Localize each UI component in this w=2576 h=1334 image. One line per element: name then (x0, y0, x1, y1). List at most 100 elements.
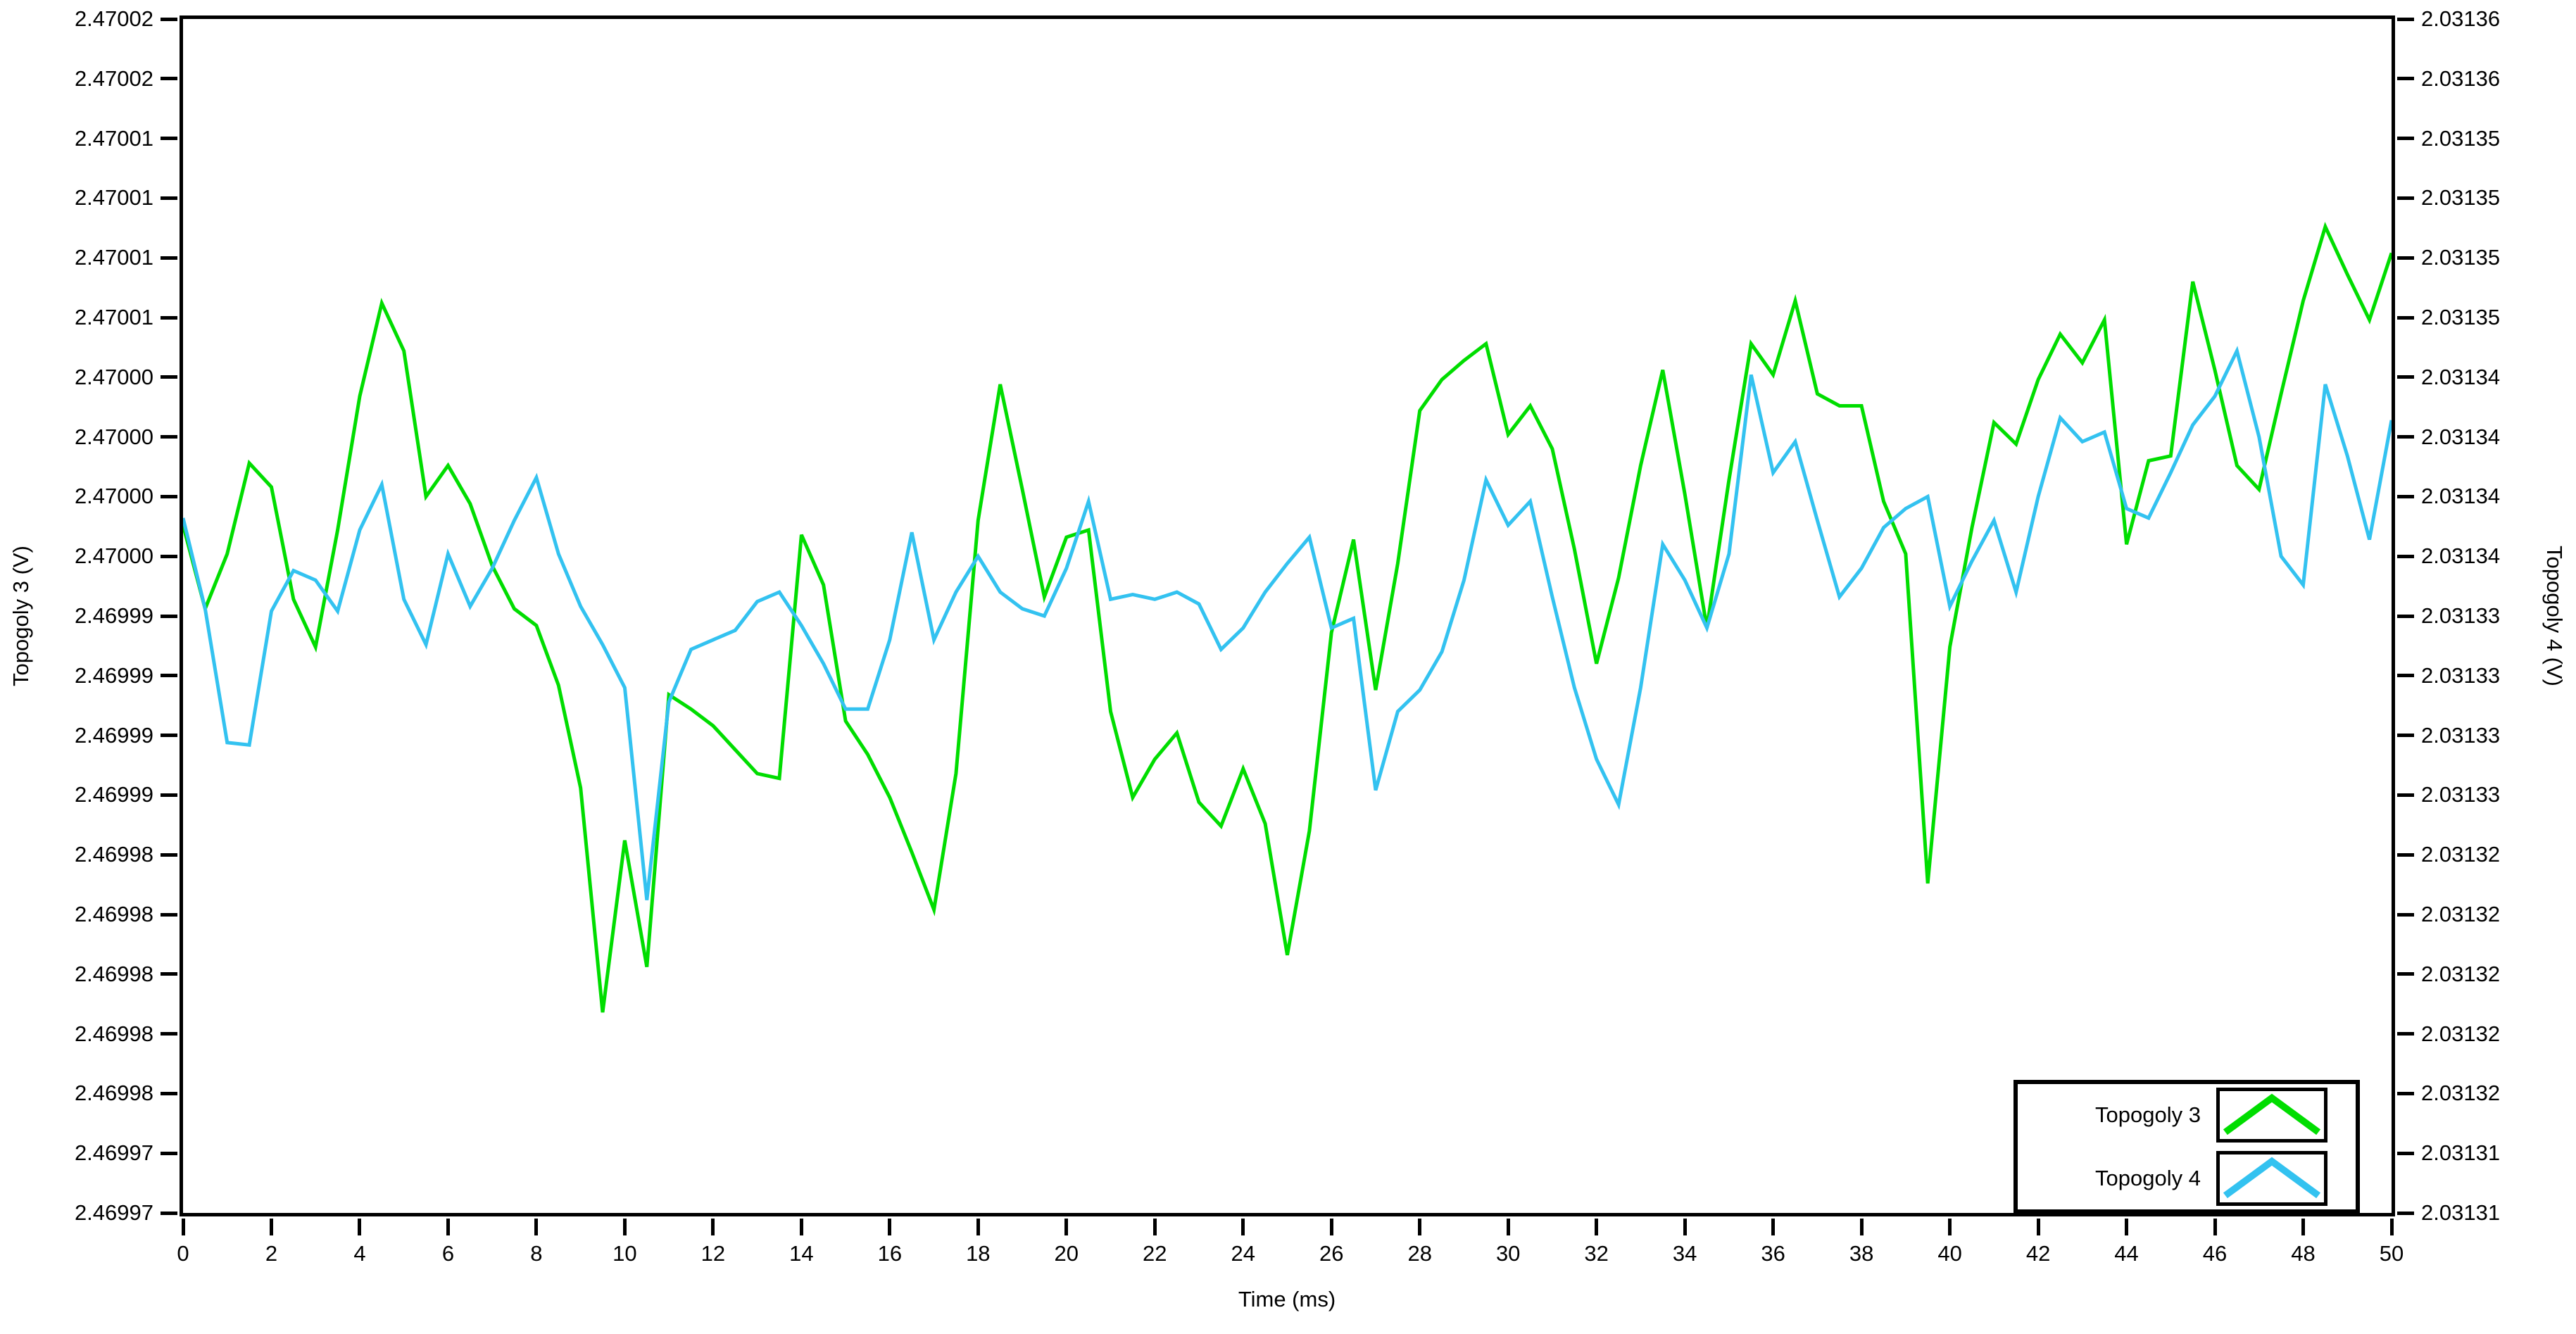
x-axis-tick-label: 32 (1584, 1241, 1609, 1266)
y-axis-left-tick (161, 1091, 177, 1095)
y-axis-left-tick-label: 2.46999 (74, 662, 153, 688)
y-axis-left-tick (161, 494, 177, 498)
y-axis-left-tick-label: 2.47002 (74, 6, 153, 31)
y-axis-left-tick-label: 2.47001 (74, 305, 153, 329)
x-axis-tick (2036, 1219, 2040, 1235)
y-axis-left-tick (161, 17, 177, 21)
y-axis-right-tick-label: 2.03135 (2421, 245, 2501, 270)
y-axis-left-tick-label: 2.47002 (74, 65, 153, 91)
y-axis-right-title: Topogoly 4 (V) (2542, 546, 2567, 686)
y-axis-right-tick (2397, 137, 2414, 141)
x-axis-tick (1771, 1219, 1776, 1235)
x-axis-tick-label: 20 (1054, 1241, 1079, 1266)
legend-label-topogoly-4: Topogoly 4 (2095, 1166, 2201, 1190)
y-axis-right-tick (2397, 852, 2414, 857)
x-axis-tick (181, 1219, 185, 1235)
y-axis-left-tick-label: 2.46999 (74, 782, 153, 807)
y-axis-right-tick (2397, 315, 2414, 320)
x-axis-tick-label: 18 (966, 1241, 991, 1266)
waveform-traces (183, 222, 2392, 1013)
y-axis-right-tick (2397, 1032, 2414, 1036)
y-axis-right-tick-label: 2.03132 (2421, 902, 2501, 926)
x-axis-tick-label: 46 (2202, 1241, 2228, 1266)
x-axis-tick (1241, 1219, 1245, 1235)
y-axis-right-tick-label: 2.03134 (2421, 543, 2501, 569)
x-axis-tick (711, 1219, 715, 1235)
x-axis-tick (976, 1219, 980, 1235)
y-axis-left-tick-label: 2.46998 (74, 1081, 153, 1106)
y-axis-right-tick (2397, 196, 2414, 200)
x-axis-tick (534, 1219, 539, 1235)
x-axis-tick (446, 1219, 450, 1235)
y-axis-right-tick-label: 2.03136 (2421, 65, 2501, 91)
legend-line-sample-topogoly-4[interactable] (2216, 1151, 2327, 1206)
trace-topogoly-3 (183, 222, 2392, 1013)
legend-line-sample-topogoly-3[interactable] (2216, 1088, 2327, 1143)
y-axis-right-tick-label: 2.03133 (2421, 722, 2501, 748)
y-axis-right-tick (2397, 912, 2414, 917)
chevron-line-icon (2223, 1093, 2321, 1135)
y-axis-left-tick (161, 196, 177, 200)
x-axis-tick (1595, 1219, 1599, 1235)
plot-legend[interactable]: Topogoly 3 Topogoly 4 (2013, 1080, 2360, 1214)
y-axis-right-tick (2397, 1091, 2414, 1095)
x-axis-tick-label: 44 (2114, 1241, 2139, 1266)
y-axis-left-tick (161, 256, 177, 260)
y-axis-right-tick-label: 2.03131 (2421, 1200, 2501, 1225)
y-axis-right-tick (2397, 614, 2414, 618)
y-axis-left-tick (161, 674, 177, 678)
y-axis-left-tick-label: 2.47001 (74, 185, 153, 210)
y-axis-left-tick-label: 2.47000 (74, 424, 153, 449)
x-axis-tick-label: 0 (177, 1241, 189, 1266)
legend-label-topogoly-3: Topogoly 3 (2095, 1102, 2201, 1127)
y-axis-right-tick (2397, 375, 2414, 379)
x-axis-tick-label: 40 (1937, 1241, 1962, 1266)
y-axis-left-tick-label: 2.47001 (74, 125, 153, 151)
legend-item-topogoly-3[interactable]: Topogoly 3 (2018, 1086, 2327, 1145)
x-axis-tick-label: 26 (1319, 1241, 1344, 1266)
x-axis-tick (358, 1219, 362, 1235)
y-axis-right-tick-label: 2.03132 (2421, 1081, 2501, 1106)
x-axis-tick-label: 24 (1231, 1241, 1255, 1266)
x-axis-tick-label: 2 (265, 1241, 278, 1266)
y-axis-right-tick (2397, 494, 2414, 498)
plot-area[interactable] (180, 15, 2395, 1216)
x-axis-tick (622, 1219, 627, 1235)
x-axis-tick (2389, 1219, 2394, 1235)
x-axis-tick-label: 12 (700, 1241, 726, 1266)
y-axis-right-tick (2397, 17, 2414, 21)
y-axis-left-tick-label: 2.47000 (74, 484, 153, 509)
x-axis-tick (1064, 1219, 1069, 1235)
y-axis-left-tick (161, 554, 177, 558)
y-axis-left-tick-label: 2.46999 (74, 603, 153, 628)
y-axis-left-tick (161, 1151, 177, 1155)
x-axis-tick (1859, 1219, 1864, 1235)
y-axis-right-tick-label: 2.03135 (2421, 305, 2501, 329)
y-axis-right-tick-label: 2.03131 (2421, 1140, 2501, 1166)
y-axis-right-tick (2397, 674, 2414, 678)
y-axis-right-tick-label: 2.03135 (2421, 185, 2501, 210)
y-axis-right-tick (2397, 972, 2414, 976)
y-axis-right-tick-label: 2.03134 (2421, 424, 2501, 449)
y-axis-left-tick (161, 315, 177, 320)
y-axis-right-tick-label: 2.03134 (2421, 364, 2501, 389)
y-axis-left-tick-label: 2.47000 (74, 364, 153, 389)
y-axis-left-tick-label: 2.46998 (74, 1021, 153, 1046)
x-axis-tick (2213, 1219, 2217, 1235)
y-axis-left-tick-label: 2.47001 (74, 245, 153, 270)
y-axis-right-tick-label: 2.03133 (2421, 603, 2501, 628)
y-axis-right-tick (2397, 1151, 2414, 1155)
y-axis-left-tick (161, 435, 177, 439)
y-axis-right-tick-label: 2.03133 (2421, 782, 2501, 807)
chevron-line-icon (2223, 1157, 2321, 1199)
y-axis-right-tick (2397, 1211, 2414, 1215)
x-axis-tick (1152, 1219, 1157, 1235)
y-axis-right-tick (2397, 77, 2414, 81)
y-axis-left-tick (161, 77, 177, 81)
y-axis-left-tick (161, 614, 177, 618)
x-axis-tick-label: 4 (353, 1241, 366, 1266)
x-axis-tick-label: 48 (2291, 1241, 2316, 1266)
y-axis-right-tick-label: 2.03133 (2421, 662, 2501, 688)
x-axis-tick (1506, 1219, 1510, 1235)
legend-item-topogoly-4[interactable]: Topogoly 4 (2018, 1149, 2327, 1208)
